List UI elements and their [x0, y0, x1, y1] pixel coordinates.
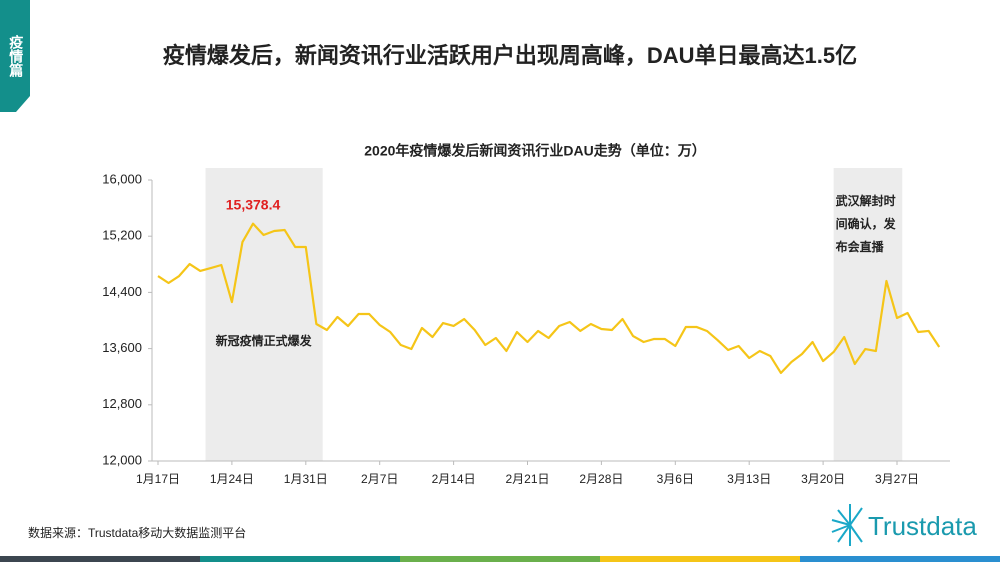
line — [157, 222, 941, 375]
chart-title: 2020年疫情爆发后新闻资讯行业DAU走势（单位：万） — [364, 143, 705, 159]
y-tick-label: 16,000 — [102, 171, 142, 186]
x-tick-label: 3月6日 — [657, 472, 694, 486]
x-tick-label: 3月20日 — [801, 472, 845, 486]
x-tick-label: 2月28日 — [579, 472, 623, 486]
x-tick-label: 2月7日 — [361, 472, 398, 486]
y-tick-label: 12,800 — [102, 396, 142, 411]
value-label: 15,378.4 — [226, 196, 281, 212]
y-tick-label: 14,400 — [102, 284, 142, 299]
highlight-region — [833, 168, 903, 461]
x-tick-label: 1月17日 — [136, 472, 180, 486]
source: 数据来源：Trustdata移动大数据监测平台 — [28, 525, 246, 540]
x-tick-label: 1月31日 — [284, 472, 328, 486]
annotation: 布会直播 — [836, 239, 885, 254]
x-tick-label: 1月24日 — [210, 472, 254, 486]
x-tick-label: 3月27日 — [875, 472, 919, 486]
plot: 12,000 12,800 13,600 14,400 15,200 16,000 1月17… — [102, 168, 950, 486]
x-tick-label: 3月13日 — [727, 472, 771, 486]
annotation: 新冠疫情正式爆发 — [216, 333, 313, 348]
annotation: 武汉解封时 — [836, 193, 896, 208]
x-tick-label: 2月14日 — [432, 472, 476, 486]
y-tick-label: 13,600 — [102, 340, 142, 355]
y-tick-label: 15,200 — [102, 228, 142, 243]
tab — [0, 0, 30, 112]
highlight-region — [205, 168, 323, 461]
footer-bar — [0, 556, 1000, 562]
annotation: 间确认，发 — [836, 216, 897, 231]
x-tick-label: 2月21日 — [505, 472, 549, 486]
y-tick-label: 12,000 — [102, 452, 142, 467]
logo-icon — [831, 504, 863, 546]
slide-title: 疫情爆发后，新闻资讯行业活跃用户出现周高峰，DAU单日最高达1.5亿 — [163, 43, 857, 68]
logo-text: Trustdata — [868, 511, 977, 541]
tab-text: 疫情篇 — [8, 34, 24, 78]
